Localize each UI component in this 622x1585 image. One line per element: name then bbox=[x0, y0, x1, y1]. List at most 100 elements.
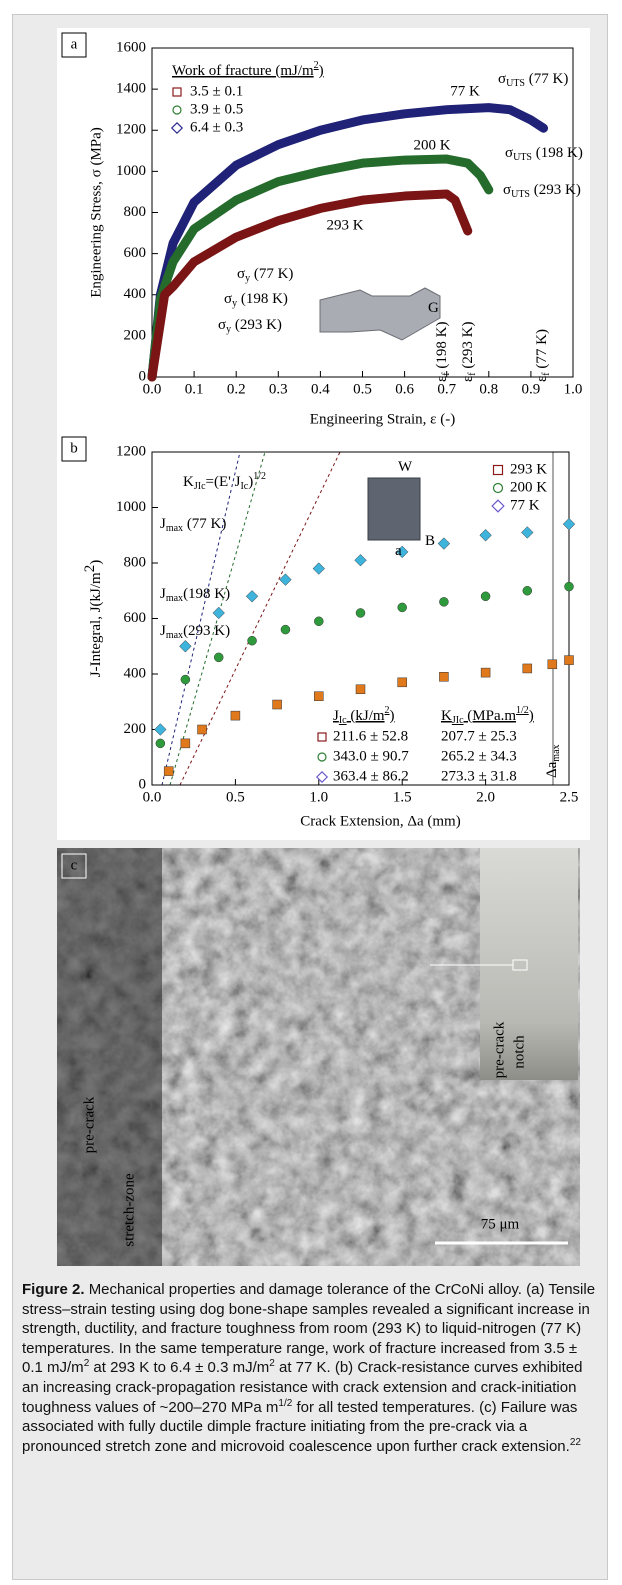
caption-sup: 22 bbox=[570, 1437, 581, 1448]
text-run: (77 K) bbox=[183, 516, 226, 532]
data-point bbox=[398, 678, 407, 687]
data-point bbox=[198, 725, 207, 734]
image-annotation: pre-crack bbox=[491, 1021, 507, 1078]
pre-crack-region bbox=[57, 848, 162, 1266]
image-annotation: 75 μm bbox=[481, 1216, 520, 1232]
x-tick-label: 0.6 bbox=[395, 381, 414, 397]
x-tick-label: 1.5 bbox=[393, 789, 412, 805]
text-run: B bbox=[425, 533, 435, 549]
y-tick-label: 600 bbox=[124, 245, 147, 261]
y-tick-label: 400 bbox=[124, 286, 147, 302]
annotation: εf (293 K) bbox=[460, 322, 478, 382]
data-point bbox=[523, 586, 532, 595]
data-point bbox=[548, 660, 557, 669]
text-run: 1/2 bbox=[253, 471, 266, 482]
text-run: σ bbox=[505, 145, 513, 161]
text-run: JIc bbox=[452, 715, 464, 726]
image-annotation: pre-crack bbox=[81, 1096, 97, 1153]
text-run: (198 K) bbox=[532, 145, 583, 161]
text-run: (198 K) bbox=[183, 586, 230, 602]
annotation: B bbox=[425, 533, 435, 549]
legend-label: 77 K bbox=[510, 497, 540, 513]
y-tick-label: 1000 bbox=[116, 499, 146, 515]
panel-label: a bbox=[71, 36, 78, 52]
data-point bbox=[356, 685, 365, 694]
text-run: ) bbox=[319, 63, 324, 79]
y-tick-label: 800 bbox=[124, 204, 147, 220]
annotation: G bbox=[428, 300, 439, 316]
data-point bbox=[481, 668, 490, 677]
text-run: K bbox=[183, 474, 194, 490]
table-cell: 265.2 ± 34.3 bbox=[441, 748, 517, 764]
text-run: K bbox=[441, 708, 452, 724]
data-point bbox=[565, 656, 574, 665]
x-tick-label: 0.3 bbox=[269, 381, 288, 397]
y-tick-label: 600 bbox=[124, 610, 147, 626]
data-point bbox=[273, 700, 282, 709]
legend-label: 6.4 ± 0.3 bbox=[190, 119, 243, 135]
table-cell: 211.6 ± 52.8 bbox=[333, 728, 408, 744]
text-run: σ bbox=[224, 291, 232, 307]
table-cell: 363.4 ± 86.2 bbox=[333, 768, 409, 784]
y-tick-label: 1200 bbox=[116, 443, 146, 459]
y-tick-label: 1000 bbox=[116, 163, 146, 179]
image-annotation: notch bbox=[511, 1035, 527, 1069]
annotation: W bbox=[398, 459, 413, 475]
text-run: ) bbox=[390, 708, 395, 724]
legend-label: 3.5 ± 0.1 bbox=[190, 83, 243, 99]
caption: Figure 2. Mechanical properties and dama… bbox=[22, 1280, 600, 1456]
x-tick-label: 0.0 bbox=[143, 381, 162, 397]
caption-label: Figure 2. bbox=[22, 1281, 85, 1298]
y-tick-label: 1400 bbox=[116, 81, 146, 97]
data-point bbox=[356, 608, 365, 617]
x-axis-label: Engineering Strain, ε (-) bbox=[310, 411, 455, 427]
data-point bbox=[156, 739, 165, 748]
x-tick-label: 0.7 bbox=[437, 381, 456, 397]
figure: 020040060080010001200140016000.00.10.20.… bbox=[0, 0, 622, 1275]
text-run: (293 K) bbox=[231, 317, 282, 333]
text-run: Δa bbox=[544, 761, 560, 778]
text-run: max bbox=[166, 630, 183, 641]
data-point bbox=[481, 592, 490, 601]
text-run: (293 K) bbox=[460, 322, 476, 373]
data-point bbox=[231, 711, 240, 720]
y-tick-label: 200 bbox=[124, 721, 147, 737]
x-tick-label: 0.8 bbox=[479, 381, 498, 397]
x-tick-label: 1.0 bbox=[309, 789, 328, 805]
text-run: (293 K) bbox=[183, 623, 230, 639]
text-run: σ bbox=[503, 182, 511, 198]
x-tick-label: 2.0 bbox=[476, 789, 495, 805]
text-run: ) bbox=[529, 708, 534, 724]
text-run: a bbox=[395, 543, 402, 559]
x-tick-label: 0.1 bbox=[185, 381, 204, 397]
curve-label: 293 K bbox=[326, 217, 363, 233]
y-tick-label: 1600 bbox=[116, 39, 146, 55]
text-run: G bbox=[428, 300, 439, 316]
text-run: (198 K) bbox=[237, 291, 288, 307]
text-run: (77 K) bbox=[525, 71, 568, 87]
text-run: =(E' J bbox=[206, 474, 241, 490]
panel-label: b bbox=[70, 440, 78, 456]
y-axis-label: Engineering Stress, σ (MPa) bbox=[88, 127, 104, 298]
data-point bbox=[248, 636, 257, 645]
data-point bbox=[439, 672, 448, 681]
x-tick-label: 0.4 bbox=[311, 381, 330, 397]
text-run: J-Integral, J(kJ/m bbox=[88, 572, 104, 677]
data-point bbox=[439, 597, 448, 606]
text-run: ) bbox=[88, 560, 104, 565]
text-run: UTS bbox=[513, 152, 532, 163]
page: {"chart_data": [ {"type": "line", "panel… bbox=[0, 0, 622, 1585]
text-run: 1/2 bbox=[516, 705, 529, 716]
x-axis-label: Crack Extension, Δa (mm) bbox=[300, 813, 460, 829]
text-run: (198 K) bbox=[434, 322, 450, 373]
data-point bbox=[523, 664, 532, 673]
text-run: (MPa.m bbox=[464, 708, 517, 724]
x-tick-label: 1.0 bbox=[564, 381, 583, 397]
legend-label: 293 K bbox=[510, 461, 547, 477]
text-run: max bbox=[166, 523, 183, 534]
data-point bbox=[214, 653, 223, 662]
panel-label: c bbox=[71, 857, 78, 873]
text-run: W bbox=[398, 459, 413, 475]
y-tick-label: 800 bbox=[124, 554, 147, 570]
data-point bbox=[164, 767, 173, 776]
